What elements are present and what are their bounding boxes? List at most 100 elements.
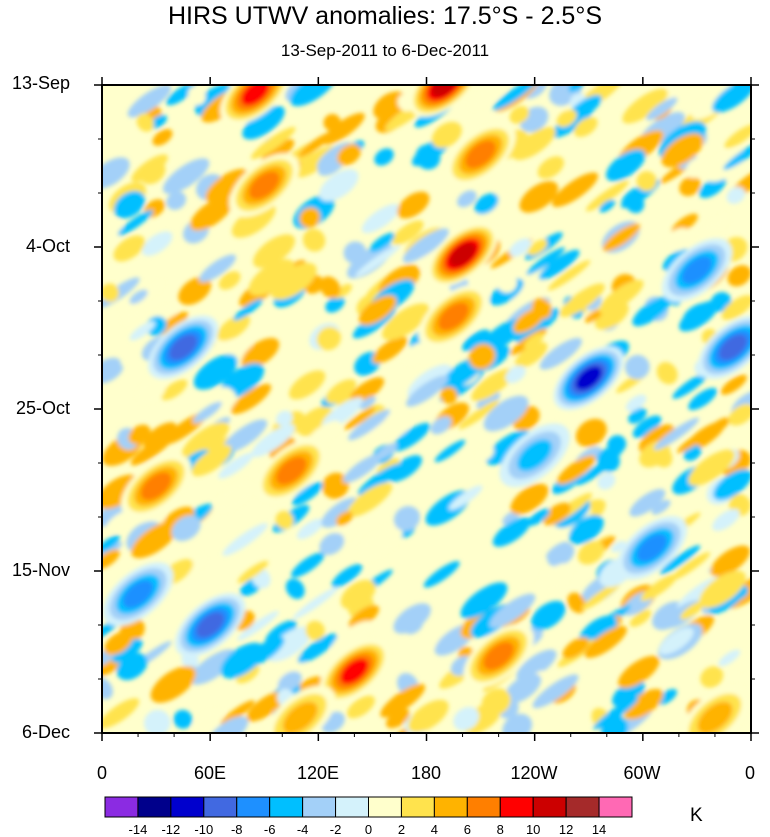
anomaly-patch [321,397,364,429]
anomaly-patch [113,235,145,262]
anomaly-patch [629,488,666,517]
anomaly-patch [321,497,361,528]
anomaly-patch [496,272,518,293]
anomaly-patch [602,223,641,252]
anomaly-feature [241,85,270,106]
anomaly-patch [102,474,140,510]
colorbar-swatch [203,796,238,818]
anomaly-patch [509,238,532,257]
anomaly-patch [505,365,526,384]
anomaly-patch [727,265,751,287]
anomaly-patch [359,396,376,410]
anomaly-patch [448,485,483,511]
anomaly-patch [241,337,280,369]
anomaly-patch [319,169,359,202]
anomaly-patch [131,154,168,183]
anomaly-patch [142,422,177,449]
anomaly-patch [535,563,573,593]
anomaly-patch [468,343,496,370]
anomaly-patch [629,610,652,627]
anomaly-patch [347,482,393,517]
anomaly-feature [122,580,154,609]
anomaly-patch [253,234,296,268]
anomaly-patch [374,148,394,166]
anomaly-patch [481,688,511,716]
colorbar-label: -4 [296,822,309,837]
anomaly-patch [557,455,596,485]
anomaly-patch [237,560,269,584]
anomaly-patch [136,113,154,132]
anomaly-patch [322,472,349,499]
anomaly-patch [510,483,549,515]
anomaly-feature [719,334,747,360]
anomaly-patch [458,400,499,430]
anomaly-patch [220,700,255,725]
anomaly-patch [264,653,308,687]
anomaly-patch [102,549,120,570]
anomaly-patch [408,699,449,733]
colorbar-swatch [499,796,534,818]
anomaly-patch [193,708,224,733]
anomaly-patch [679,176,701,197]
anomaly-patch [335,511,353,526]
anomaly-patch [552,172,599,208]
anomaly-patch [575,418,607,447]
anomaly-patch [361,204,400,234]
anomaly-patch [651,499,671,515]
anomaly-patch [688,387,717,411]
anomaly-patch [737,650,751,670]
anomaly-patch [526,247,565,275]
anomaly-patch [440,386,458,405]
anomaly-patch [688,449,736,486]
anomaly-patch [191,444,232,477]
anomaly-patch [199,254,236,283]
anomaly-patch [585,308,604,323]
x-tick-label: 60W [623,763,661,783]
anomaly-patch [391,220,424,245]
axis-ticks [94,77,759,741]
anomaly-patch [355,244,400,277]
anomaly-patch [373,91,406,120]
colorbar-label: -10 [194,822,214,837]
colorbar-label: 12 [558,822,574,837]
anomaly-patch [380,683,426,718]
anomaly-patch [531,600,566,630]
anomaly-patch [393,506,421,532]
anomaly-feature [196,612,225,638]
anomaly-patch [612,679,645,707]
anomaly-patch [462,329,490,352]
anomaly-feature [282,701,318,733]
anomaly-patch [393,603,431,634]
anomaly-patch [656,362,678,385]
anomaly-patch [712,85,751,113]
anomaly-patch [618,655,660,689]
anomaly-patch [358,524,403,561]
anomaly-patch [632,296,672,327]
y-tick-label: 25-Oct [15,398,70,418]
anomaly-patch [358,295,397,326]
y-tick-label: 13-Sep [11,73,70,93]
anomaly-patch [251,424,295,458]
anomaly-patch [270,262,317,300]
colorbar-swatch [400,796,435,818]
x-tick-label: 120W [510,763,558,783]
anomaly-patch [102,698,140,729]
anomaly-patch [357,463,402,496]
anomaly-patch [129,321,156,341]
y-tick-label: 15-Nov [11,560,70,580]
y-tick-label: 4-Oct [25,236,70,256]
anomaly-patch [117,210,154,236]
anomaly-patch [578,615,618,647]
anomaly-feature [438,302,469,331]
anomaly-patch [237,610,279,641]
anomaly-patch [292,482,323,506]
anomaly-patch [527,239,548,256]
anomaly-patch [403,307,421,322]
anomaly-patch [574,117,598,137]
anomaly-feature [517,439,553,472]
anomaly-patch [624,688,664,720]
anomaly-patch [205,168,249,203]
anomaly-patch [383,411,410,436]
anomaly-patch [102,219,123,250]
anomaly-patch [653,417,700,451]
